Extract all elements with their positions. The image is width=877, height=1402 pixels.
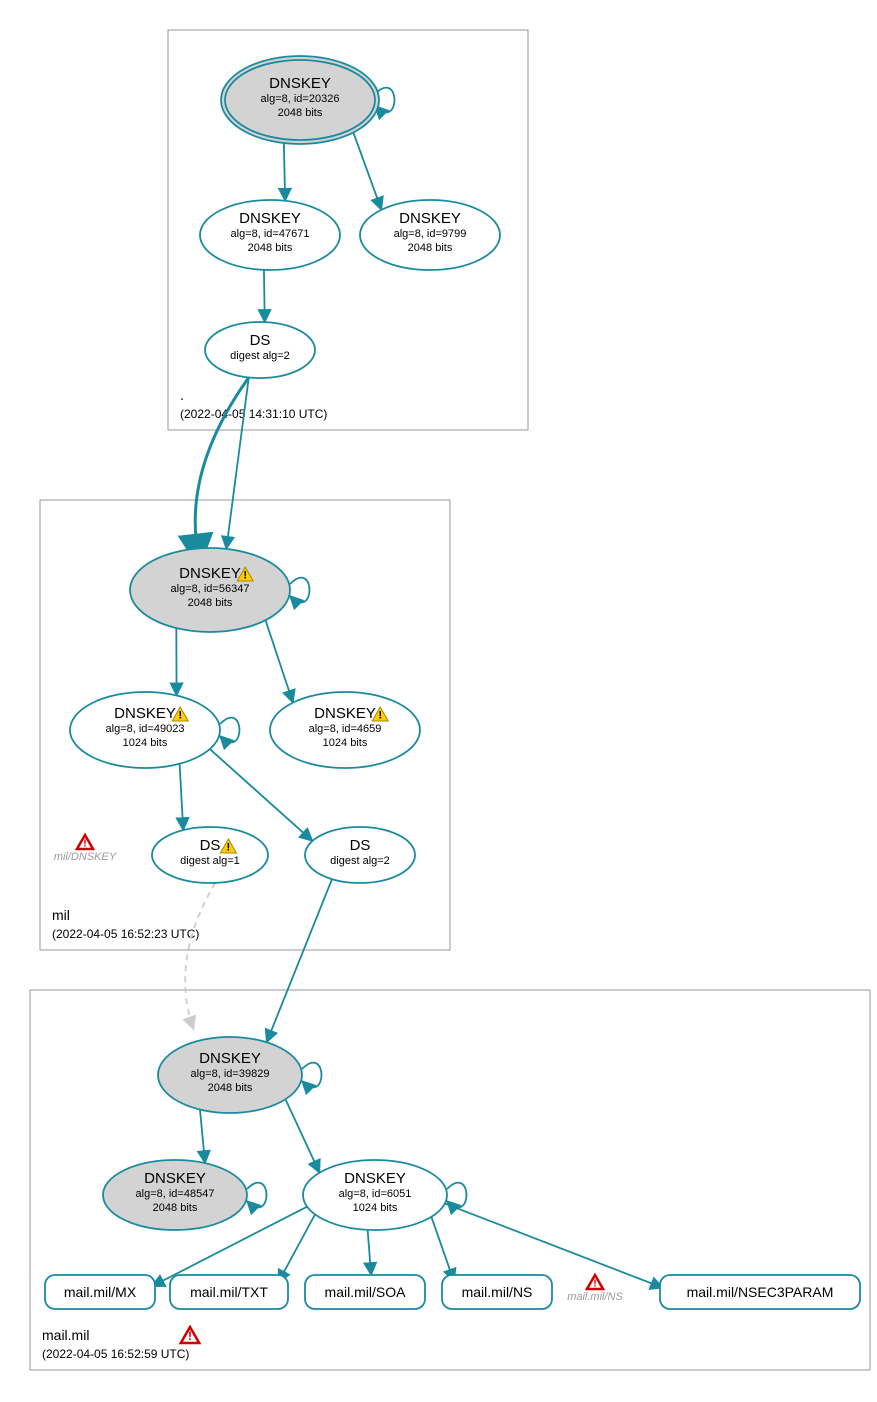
node-text: alg=8, id=56347 bbox=[171, 583, 250, 595]
node-text: DS bbox=[250, 332, 271, 349]
rr-rr-ns: mail.mil/NS bbox=[442, 1275, 552, 1309]
node-text: alg=8, id=6051 bbox=[339, 1188, 412, 1200]
node-mil-ds1: DSdigest alg=1 bbox=[152, 827, 268, 883]
svg-text:!: ! bbox=[593, 1277, 597, 1289]
node-text: alg=8, id=48547 bbox=[136, 1188, 215, 1200]
rr-rr-nsec: mail.mil/NSEC3PARAM bbox=[660, 1275, 860, 1309]
node-root-zsk2: DNSKEYalg=8, id=9799 2048 bits bbox=[360, 200, 500, 270]
node-text: digest alg=2 bbox=[330, 855, 390, 867]
node-text: DNSKEY bbox=[144, 1170, 206, 1187]
rr-label: mail.mil/TXT bbox=[190, 1284, 268, 1300]
edge-root-ds-mil-ksk bbox=[226, 377, 248, 548]
italic-1: mail.mil/NS bbox=[567, 1291, 623, 1303]
node-text: 2048 bits bbox=[188, 597, 233, 609]
svg-text:mail.mil: mail.mil bbox=[42, 1327, 89, 1343]
svg-text:(2022-04-05 16:52:23 UTC): (2022-04-05 16:52:23 UTC) bbox=[52, 927, 199, 941]
edge-self-mm-ksk bbox=[302, 1063, 322, 1088]
rr-label: mail.mil/MX bbox=[64, 1284, 137, 1300]
node-mil-ds2: DSdigest alg=2 bbox=[305, 827, 415, 883]
edge-self-mil-ksk bbox=[290, 578, 310, 603]
node-text: 2048 bits bbox=[208, 1082, 253, 1094]
node-text: 2048 bits bbox=[408, 242, 453, 254]
edge-mm-zsk2-rr-soa bbox=[368, 1230, 372, 1275]
svg-text:!: ! bbox=[83, 837, 87, 849]
node-text: alg=8, id=9799 bbox=[394, 228, 467, 240]
edge-mil-ds1-mm-ksk bbox=[185, 883, 215, 1029]
svg-text:!: ! bbox=[178, 709, 182, 721]
node-text: 2048 bits bbox=[153, 1202, 198, 1214]
node-text: 1024 bits bbox=[123, 737, 168, 749]
node-text: DNSKEY bbox=[179, 565, 241, 582]
edge-mil-ksk-mil-zsk2 bbox=[266, 620, 293, 702]
rr-rr-mx: mail.mil/MX bbox=[45, 1275, 155, 1309]
node-root-ksk: DNSKEYalg=8, id=20326 2048 bits bbox=[221, 56, 379, 144]
node-text: digest alg=1 bbox=[180, 855, 240, 867]
rr-rr-txt: mail.mil/TXT bbox=[170, 1275, 288, 1309]
node-text: DNSKEY bbox=[199, 1050, 261, 1067]
svg-text:(2022-04-05 16:52:59 UTC): (2022-04-05 16:52:59 UTC) bbox=[42, 1347, 189, 1361]
edge-mm-ksk-mm-zsk1 bbox=[200, 1110, 205, 1164]
svg-text:mil/DNSKEY: mil/DNSKEY bbox=[54, 851, 117, 863]
node-text: alg=8, id=20326 bbox=[261, 93, 340, 105]
node-mm-ksk: DNSKEYalg=8, id=39829 2048 bits bbox=[158, 1037, 302, 1113]
node-text: alg=8, id=39829 bbox=[191, 1068, 270, 1080]
node-mil-zsk2: DNSKEYalg=8, id=4659 1024 bits bbox=[270, 692, 420, 768]
svg-text:(2022-04-05 14:31:10 UTC): (2022-04-05 14:31:10 UTC) bbox=[180, 407, 327, 421]
edge-mm-ksk-mm-zsk2 bbox=[285, 1099, 319, 1172]
node-text: DNSKEY bbox=[269, 75, 331, 92]
node-text: DNSKEY bbox=[114, 705, 176, 722]
node-mil-ksk: DNSKEYalg=8, id=56347 2048 bits bbox=[130, 548, 290, 632]
node-mm-zsk2: DNSKEYalg=8, id=6051 1024 bits bbox=[303, 1160, 447, 1230]
node-root-zsk1: DNSKEYalg=8, id=47671 2048 bits bbox=[200, 200, 340, 270]
svg-text:.: . bbox=[180, 387, 184, 403]
rr-rr-soa: mail.mil/SOA bbox=[305, 1275, 425, 1309]
node-text: 1024 bits bbox=[323, 737, 368, 749]
node-text: DNSKEY bbox=[314, 705, 376, 722]
node-text: DNSKEY bbox=[399, 210, 461, 227]
rr-label: mail.mil/SOA bbox=[325, 1284, 407, 1300]
svg-text:mil: mil bbox=[52, 907, 70, 923]
node-text: alg=8, id=47671 bbox=[231, 228, 310, 240]
edge-mil-zsk1-mil-ds1 bbox=[180, 764, 184, 830]
svg-text:!: ! bbox=[227, 841, 231, 853]
edge-mil-ds2-mm-ksk bbox=[267, 879, 332, 1042]
edge-self-mm-zsk2 bbox=[447, 1183, 467, 1208]
edge-root-zsk1-root-ds bbox=[264, 270, 265, 322]
svg-text:!: ! bbox=[188, 1329, 192, 1343]
edge-mm-zsk2-rr-ns bbox=[431, 1217, 454, 1282]
edge-root-ksk-root-zsk2 bbox=[352, 129, 381, 210]
rr-label: mail.mil/NS bbox=[462, 1284, 533, 1300]
svg-text:!: ! bbox=[243, 569, 247, 581]
node-text: 2048 bits bbox=[248, 242, 293, 254]
node-mm-zsk1: DNSKEYalg=8, id=48547 2048 bits bbox=[103, 1160, 247, 1230]
node-text: DNSKEY bbox=[239, 210, 301, 227]
edge-root-ksk-root-zsk1 bbox=[284, 139, 285, 201]
node-text: DS bbox=[200, 837, 221, 854]
edge-self-mil-zsk1 bbox=[220, 718, 240, 743]
edge-root-ds-mil-ksk bbox=[195, 377, 249, 540]
edge-mm-zsk2-rr-txt bbox=[278, 1214, 315, 1282]
node-text: 2048 bits bbox=[278, 107, 323, 119]
node-text: 1024 bits bbox=[353, 1202, 398, 1214]
node-text: alg=8, id=49023 bbox=[106, 723, 185, 735]
edge-self-mm-zsk1 bbox=[247, 1183, 267, 1208]
node-text: DS bbox=[350, 837, 371, 854]
node-root-ds: DSdigest alg=2 bbox=[205, 322, 315, 378]
node-text: digest alg=2 bbox=[230, 350, 290, 362]
italic-0: mil/DNSKEY bbox=[54, 851, 117, 863]
node-mil-zsk1: DNSKEYalg=8, id=49023 1024 bits bbox=[70, 692, 220, 768]
node-text: DNSKEY bbox=[344, 1170, 406, 1187]
svg-text:!: ! bbox=[378, 709, 382, 721]
node-text: alg=8, id=4659 bbox=[309, 723, 382, 735]
svg-text:mail.mil/NS: mail.mil/NS bbox=[567, 1291, 623, 1303]
rr-label: mail.mil/NSEC3PARAM bbox=[687, 1284, 834, 1300]
dnssec-diagram: . (2022-04-05 14:31:10 UTC) mil (2022-04-05… bbox=[10, 10, 877, 1392]
